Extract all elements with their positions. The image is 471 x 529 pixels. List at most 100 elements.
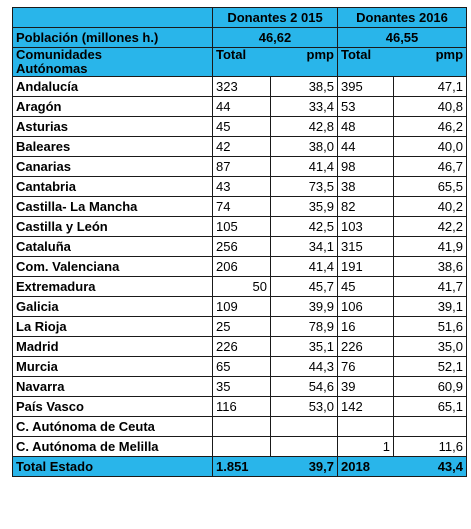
pmp-2016: 46,7 [392, 156, 468, 177]
table-row: La Rioja 25 78,9 16 51,6 [12, 316, 468, 337]
total-2015: 323 [212, 76, 271, 97]
pmp-2016: 47,1 [392, 76, 468, 97]
total-2015: 35 [212, 376, 271, 397]
poblacion-2015: 46,62 [212, 27, 338, 48]
total-row: Total Estado 1.851 39,7 2018 43,4 [12, 456, 468, 477]
total-2015: 74 [212, 196, 271, 217]
table-row: Baleares 42 38,0 44 40,0 [12, 136, 468, 157]
total-2016: 82 [337, 196, 394, 217]
pmp-2015: 41,4 [270, 156, 338, 177]
community-name: Navarra [12, 376, 213, 397]
total-label: Total Estado [12, 456, 213, 477]
table-row: Galicia 109 39,9 106 39,1 [12, 296, 468, 317]
total-pmp-2016-value: 43,4 [393, 456, 468, 477]
community-name: Castilla y León [12, 216, 213, 237]
total-2015: 109 [212, 296, 271, 317]
pmp-2015: 73,5 [270, 176, 338, 197]
total-2015: 116 [212, 396, 271, 417]
header-empty-cell [12, 7, 213, 28]
pmp-2015: 45,7 [270, 276, 338, 297]
total-2016: 142 [337, 396, 394, 417]
pmp-2016: 39,1 [392, 296, 468, 317]
donors-table: Donantes 2 015 Donantes 2016 Población (… [12, 7, 468, 477]
community-name: C. Autónoma de Melilla [12, 436, 213, 457]
community-name: Andalucía [12, 76, 213, 97]
pmp-2016: 65,5 [392, 176, 468, 197]
table-row: Com. Valenciana 206 41,4 191 38,6 [12, 256, 468, 277]
pmp-2015: 42,5 [270, 216, 338, 237]
pmp-2015: 34,1 [270, 236, 338, 257]
total-2016: 53 [337, 96, 394, 117]
community-name: Castilla- La Mancha [12, 196, 213, 217]
table-row: Madrid 226 35,1 226 35,0 [12, 336, 468, 357]
total-2015: 50 [212, 276, 271, 297]
total-2016: 44 [337, 136, 394, 157]
community-name: País Vasco [12, 396, 213, 417]
total-2016-value: 2018 [337, 456, 394, 477]
header-donantes-2015: Donantes 2 015 [212, 7, 338, 28]
total-2016: 106 [337, 296, 394, 317]
pmp-2016: 41,7 [392, 276, 468, 297]
pmp-2015: 38,0 [270, 136, 338, 157]
total-2016: 103 [337, 216, 394, 237]
table-row: C. Autónoma de Melilla 1 11,6 [12, 436, 468, 457]
community-name: Asturias [12, 116, 213, 137]
table-row: C. Autónoma de Ceuta [12, 416, 468, 437]
pmp-2015: 35,9 [270, 196, 338, 217]
comunidades-label-line1: Comunidades [16, 47, 102, 62]
total-2015 [212, 416, 271, 437]
pmp-2016: 40,0 [392, 136, 468, 157]
total-2015: 105 [212, 216, 271, 237]
pmp-2016: 52,1 [392, 356, 468, 377]
community-name: Cantabria [12, 176, 213, 197]
pmp-2016: 65,1 [392, 396, 468, 417]
pmp-2015 [270, 436, 338, 457]
community-name: Canarias [12, 156, 213, 177]
table-row: Aragón 44 33,4 53 40,8 [12, 96, 468, 117]
total-2016: 39 [337, 376, 394, 397]
table-row: Extremadura 50 45,7 45 41,7 [12, 276, 468, 297]
pmp-2015: 53,0 [270, 396, 338, 417]
table-row: País Vasco 116 53,0 142 65,1 [12, 396, 468, 417]
total-2015: 256 [212, 236, 271, 257]
pmp-2016: 40,8 [392, 96, 468, 117]
pmp-2016: 42,2 [392, 216, 468, 237]
total-2016: 48 [337, 116, 394, 137]
header-row-years: Donantes 2 015 Donantes 2016 [12, 7, 468, 28]
pmp-2016: 41,9 [392, 236, 468, 257]
total-2016: 226 [337, 336, 394, 357]
pmp-2015: 35,1 [270, 336, 338, 357]
total-2016: 16 [337, 316, 394, 337]
pmp-2015: 38,5 [270, 76, 338, 97]
total-2016: 315 [337, 236, 394, 257]
comunidades-label-line2: Autónomas [16, 61, 88, 76]
header-row-columns: Comunidades Autónomas Total pmp Total pm… [12, 47, 468, 77]
poblacion-label: Población (millones h.) [12, 27, 213, 48]
pmp-2015 [270, 416, 338, 437]
pmp-2016 [392, 416, 468, 437]
total-2016 [337, 416, 394, 437]
total-2016-label: Total [337, 47, 394, 77]
pmp-2016: 38,6 [392, 256, 468, 277]
total-2015: 43 [212, 176, 271, 197]
total-2016: 76 [337, 356, 394, 377]
pmp-2015-label: pmp [270, 47, 338, 77]
pmp-2015: 33,4 [270, 96, 338, 117]
total-2016: 395 [337, 76, 394, 97]
community-name: C. Autónoma de Ceuta [12, 416, 213, 437]
total-2016: 45 [337, 276, 394, 297]
header-donantes-2016: Donantes 2016 [336, 7, 468, 28]
community-name: Com. Valenciana [12, 256, 213, 277]
total-2015: 65 [212, 356, 271, 377]
total-2016: 38 [337, 176, 394, 197]
pmp-2016: 46,2 [392, 116, 468, 137]
pmp-2015: 39,9 [270, 296, 338, 317]
community-name: Galicia [12, 296, 213, 317]
community-name: Baleares [12, 136, 213, 157]
community-name: Aragón [12, 96, 213, 117]
total-2016: 98 [337, 156, 394, 177]
table-row: Cantabria 43 73,5 38 65,5 [12, 176, 468, 197]
poblacion-2016: 46,55 [336, 27, 468, 48]
table-row: Canarias 87 41,4 98 46,7 [12, 156, 468, 177]
table-row: Andalucía 323 38,5 395 47,1 [12, 76, 468, 97]
